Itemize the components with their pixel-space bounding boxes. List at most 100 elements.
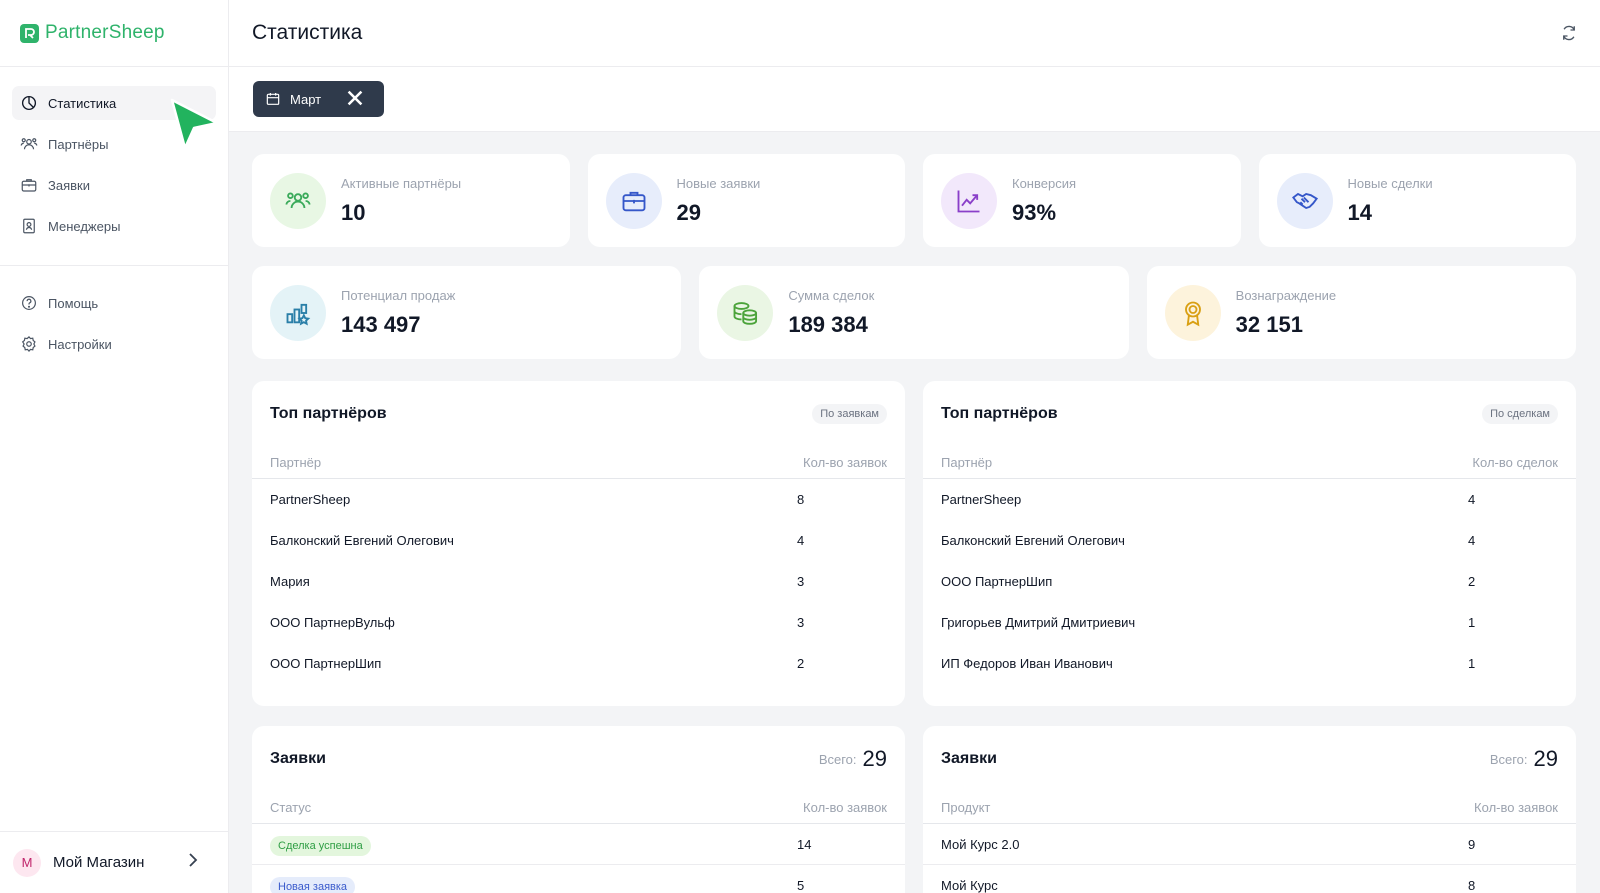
table-row[interactable]: Новая заявка 5	[252, 865, 905, 893]
stat-value: 189 384	[788, 311, 868, 337]
sidebar-item-managers[interactable]: Менеджеры	[12, 209, 216, 243]
stat-card-active-partners: Активные партнёры 10	[252, 154, 570, 247]
sidebar-item-requests[interactable]: Заявки	[12, 168, 216, 202]
users-icon	[20, 138, 38, 150]
stat-card-reward: Вознаграждение 32 151	[1146, 266, 1576, 359]
requests-by-product: Заявки Всего: 29 Продукт Кол-во заявок М…	[923, 726, 1576, 893]
avatar: М	[13, 848, 41, 877]
filter-bar: Март	[229, 67, 1600, 132]
product-name: Мой Курс 2.0	[941, 836, 1020, 852]
table-row[interactable]: ИП Федоров Иван Иванович 1	[923, 643, 1576, 684]
column-header-count: Кол-во заявок	[803, 800, 887, 815]
stat-card-deals-sum: Сумма сделок 189 384	[699, 266, 1129, 359]
stats-row-2: Потенциал продаж 143 497 Сумма сделок 18…	[252, 266, 1576, 359]
sidebar-item-label: Партнёры	[48, 136, 109, 152]
partner-count: 1	[1468, 615, 1476, 630]
table-row[interactable]: Балконский Евгений Олегович 4	[923, 520, 1576, 561]
stat-label: Активные партнёры	[341, 175, 462, 191]
sidebar-item-partners[interactable]: Партнёры	[12, 127, 216, 161]
top-partners-section: Топ партнёров По заявкам Партнёр Кол-во …	[252, 381, 1576, 706]
stat-value: 143 497	[341, 311, 421, 337]
partner-name: Мария	[270, 574, 310, 589]
badge-icon	[23, 218, 35, 234]
partner-name: PartnerSheep	[270, 492, 351, 507]
table-row[interactable]: ООО ПартнерШип 2	[252, 643, 905, 684]
partner-name: Григорьев Дмитрий Дмитриевич	[941, 615, 1136, 630]
sidebar-item-label: Менеджеры	[48, 218, 121, 234]
partner-name: ООО ПартнерШип	[941, 574, 1053, 589]
total-value: 29	[1533, 746, 1558, 771]
table-row[interactable]: Мария 3	[252, 561, 905, 602]
table-row[interactable]: ООО ПартнерВульф 3	[252, 602, 905, 643]
table-row[interactable]: PartnerSheep 8	[252, 479, 905, 520]
sidebar-item-label: Статистика	[48, 95, 117, 111]
sidebar-item-settings[interactable]: Настройки	[12, 327, 216, 361]
column-header-product: Продукт	[941, 800, 991, 815]
calendar-icon	[266, 93, 280, 105]
table-row[interactable]: Мой Курс 8	[923, 865, 1576, 893]
top-partners-by-requests: Топ партнёров По заявкам Партнёр Кол-во …	[252, 381, 905, 706]
requests-section: Заявки Всего: 29 Статус Кол-во заявок Сд…	[252, 726, 1576, 893]
table-row[interactable]: ООО ПартнерШип 2	[923, 561, 1576, 602]
status-badge: Сделка успешна	[270, 835, 371, 856]
partner-count: 2	[1468, 574, 1476, 589]
total-label: Всего:	[818, 751, 857, 767]
partner-count: 3	[797, 574, 805, 589]
partner-count: 1	[1468, 656, 1476, 671]
stat-card-new-requests: Новые заявки 29	[587, 154, 905, 247]
partner-name: Балконский Евгений Олегович	[270, 533, 454, 548]
stat-label: Потенциал продаж	[341, 287, 456, 303]
briefcase-icon	[21, 179, 37, 192]
table-header: Статус Кол-во заявок	[252, 792, 905, 824]
secondary-nav: Помощь Настройки	[0, 286, 228, 361]
stat-value: 93%	[1012, 199, 1057, 225]
table-row[interactable]: Григорьев Дмитрий Дмитриевич 1	[923, 602, 1576, 643]
page-header: Статистика	[229, 0, 1600, 67]
table-row[interactable]: Балконский Евгений Олегович 4	[252, 520, 905, 561]
sidebar-item-label: Помощь	[48, 295, 99, 311]
refresh-icon[interactable]	[1560, 24, 1578, 42]
partner-count: 3	[797, 615, 805, 630]
partner-name: PartnerSheep	[941, 492, 1022, 507]
stat-label: Вознаграждение	[1235, 287, 1337, 303]
growth-icon	[270, 284, 326, 341]
close-icon[interactable]	[347, 90, 372, 109]
stat-label: Новые сделки	[1347, 175, 1433, 191]
table-row[interactable]: Мой Курс 2.0 9	[923, 824, 1576, 865]
sort-tag[interactable]: По сделкам	[1482, 404, 1558, 424]
status-badge: Новая заявка	[270, 877, 356, 893]
partner-count: 4	[1468, 492, 1476, 507]
table-row[interactable]: Сделка успешна 14	[252, 824, 905, 865]
sidebar-item-label: Заявки	[48, 177, 90, 193]
panel-title: Заявки	[941, 750, 997, 767]
partner-name: ООО ПартнерШип	[270, 656, 382, 671]
help-circle-icon	[22, 296, 36, 310]
stat-value: 10	[341, 199, 366, 225]
main-content: Статистика Март Активные партнёры 10	[229, 0, 1600, 893]
total-value: 29	[862, 746, 887, 771]
logo[interactable]: PartnerSheep	[0, 0, 228, 67]
top-partners-by-deals: Топ партнёров По сделкам Партнёр Кол-во …	[923, 381, 1576, 706]
product-count: 8	[1468, 878, 1476, 893]
period-filter-label: Март	[290, 91, 322, 107]
sidebar: PartnerSheep Статистика Партнёры Заявки …	[0, 0, 229, 893]
table-row[interactable]: PartnerSheep 4	[923, 479, 1576, 520]
column-header-count: Кол-во заявок	[803, 455, 887, 470]
account-switcher[interactable]: М Мой Магазин	[0, 831, 228, 893]
table-header: Партнёр Кол-во сделок	[923, 447, 1576, 479]
stat-label: Конверсия	[1012, 175, 1077, 191]
briefcase-icon	[605, 172, 662, 229]
table-header: Партнёр Кол-во заявок	[252, 447, 905, 479]
panel-title: Заявки	[270, 750, 326, 767]
coins-icon	[717, 284, 774, 341]
main-nav: Статистика Партнёры Заявки Менеджеры	[0, 67, 228, 243]
stats-row-1: Активные партнёры 10 Новые заявки 29 Кон…	[252, 154, 1576, 247]
period-filter-chip[interactable]: Март	[253, 81, 385, 117]
requests-by-status: Заявки Всего: 29 Статус Кол-во заявок Сд…	[252, 726, 905, 893]
partner-count: 4	[1468, 533, 1476, 548]
sort-tag[interactable]: По заявкам	[812, 404, 887, 424]
logo-icon	[20, 23, 39, 43]
stat-card-sales-potential: Потенциал продаж 143 497	[252, 266, 682, 359]
sidebar-item-help[interactable]: Помощь	[12, 286, 216, 320]
stat-card-conversion: Конверсия 93%	[923, 154, 1241, 247]
